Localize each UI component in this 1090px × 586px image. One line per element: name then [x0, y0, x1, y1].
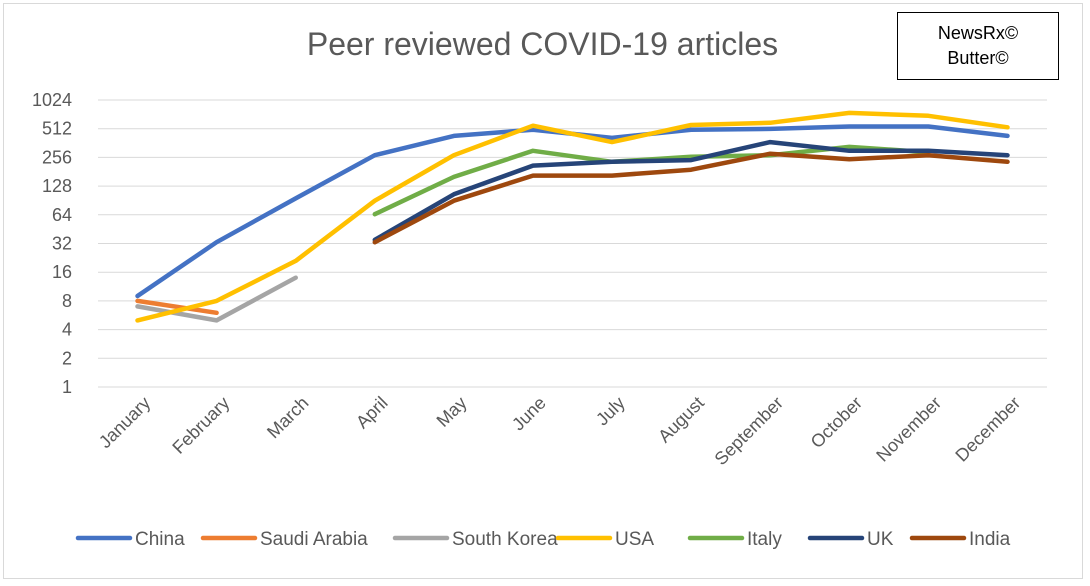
badge-line-1: NewsRx©	[937, 23, 1019, 43]
legend-label: China	[135, 529, 185, 550]
legend-label: UK	[867, 529, 894, 550]
gridlines	[98, 99, 1047, 388]
y-tick-label: 512	[42, 119, 72, 139]
chart-frame	[3, 3, 1083, 579]
x-tick-label: March	[263, 393, 313, 443]
x-tick-label: September	[711, 393, 787, 469]
x-tick-label: August	[654, 393, 708, 447]
series-line-saudi-arabia	[135, 298, 219, 316]
x-tick-label: April	[352, 393, 392, 433]
x-tick-label: February	[168, 393, 233, 458]
legend-label: South Korea	[452, 529, 558, 550]
chart-title: Peer reviewed COVID-19 articles	[306, 26, 779, 62]
x-axis-ticks: January February March April May June July Augu…	[95, 393, 1024, 469]
source-badge: NewsRx© Butter©	[897, 12, 1059, 80]
y-tick-label: 16	[52, 262, 72, 282]
y-tick-label: 64	[52, 205, 72, 225]
x-tick-label: May	[433, 393, 471, 431]
series-lines	[135, 110, 1010, 323]
y-tick-label: 1	[62, 377, 72, 397]
x-tick-label: July	[592, 393, 629, 430]
series-line-usa	[135, 110, 1010, 323]
y-tick-label: 32	[52, 234, 72, 254]
y-tick-label: 128	[42, 176, 72, 196]
x-tick-label: November	[872, 393, 945, 466]
y-tick-label: 4	[62, 320, 72, 340]
y-tick-label: 8	[62, 291, 72, 311]
y-tick-label: 256	[42, 147, 72, 167]
y-tick-label: 1024	[32, 90, 72, 110]
x-tick-label: December	[951, 393, 1024, 466]
y-axis-ticks: 1 2 4 8 16 32 64 128 256 512 1024	[32, 90, 72, 397]
x-tick-label: January	[95, 393, 154, 452]
legend-label: India	[969, 529, 1011, 550]
badge-line-2: Butter©	[947, 48, 1009, 68]
legend-label: Saudi Arabia	[260, 529, 368, 550]
x-tick-label: June	[508, 393, 550, 435]
x-tick-label: October	[807, 393, 866, 452]
legend-label: Italy	[747, 529, 782, 550]
legend-label: USA	[615, 529, 654, 550]
y-tick-label: 2	[62, 348, 72, 368]
series-line-india	[372, 151, 1010, 245]
legend: China Saudi Arabia South Korea USA Italy UK In…	[75, 529, 1011, 550]
series-line-uk	[372, 139, 1010, 243]
series-line-south-korea	[135, 275, 298, 323]
